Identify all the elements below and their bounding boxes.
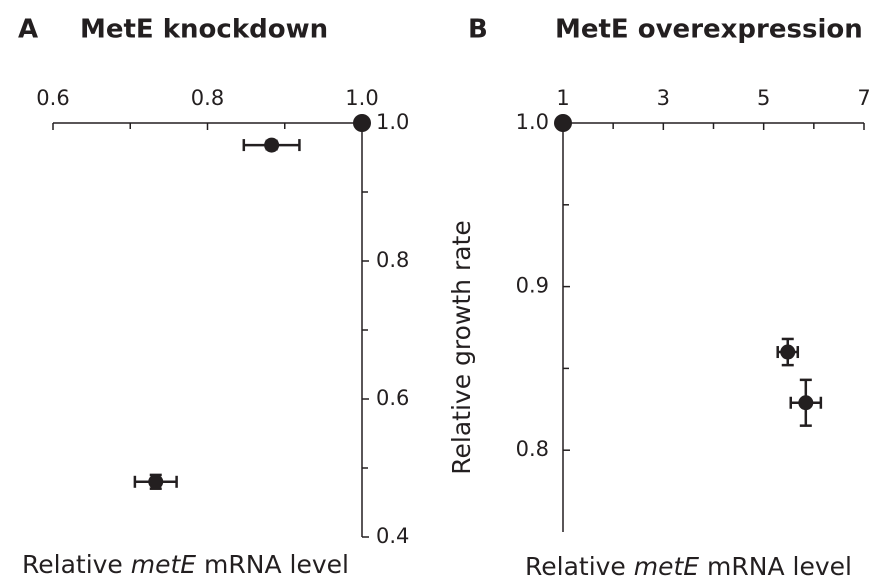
point [148, 474, 164, 490]
y-tick-label: 0.4 [376, 524, 409, 548]
chart-title: MetE overexpression [555, 15, 863, 45]
x-axis-label-part: mRNA level [196, 550, 349, 579]
x-tick-label: 0.8 [191, 86, 224, 110]
point [554, 114, 572, 132]
y-tick-label: 0.9 [516, 274, 549, 298]
x-axis-label-part: Relative [22, 550, 131, 579]
x-axis-label: Relative metE mRNA level [22, 550, 349, 579]
x-axis-label-part: metE [634, 552, 700, 581]
panel-label: B [468, 15, 488, 45]
y-tick-label: 0.8 [376, 248, 409, 272]
point [353, 114, 371, 132]
x-axis-label-part: mRNA level [699, 552, 852, 581]
point [264, 137, 280, 153]
chart-title: MetE knockdown [80, 15, 328, 45]
y-tick-label: 1.0 [516, 110, 549, 134]
x-tick-label: 7 [857, 86, 870, 110]
y-tick-label: 1.0 [376, 110, 409, 134]
x-axis-label: Relative metE mRNA level [525, 552, 852, 581]
x-tick-label: 0.6 [36, 86, 69, 110]
x-tick-label: 1.0 [345, 86, 378, 110]
x-axis-label-part: Relative [525, 552, 634, 581]
x-tick-label: 1 [556, 86, 569, 110]
panel-label: A [18, 15, 38, 45]
x-tick-label: 3 [657, 86, 670, 110]
x-axis-label-part: metE [131, 550, 197, 579]
y-tick-label: 0.6 [376, 386, 409, 410]
x-tick-label: 5 [757, 86, 770, 110]
point [780, 344, 796, 360]
y-tick-label: 0.8 [516, 437, 549, 461]
y-axis-label: Relative growth rate [447, 220, 476, 474]
point [798, 395, 814, 411]
